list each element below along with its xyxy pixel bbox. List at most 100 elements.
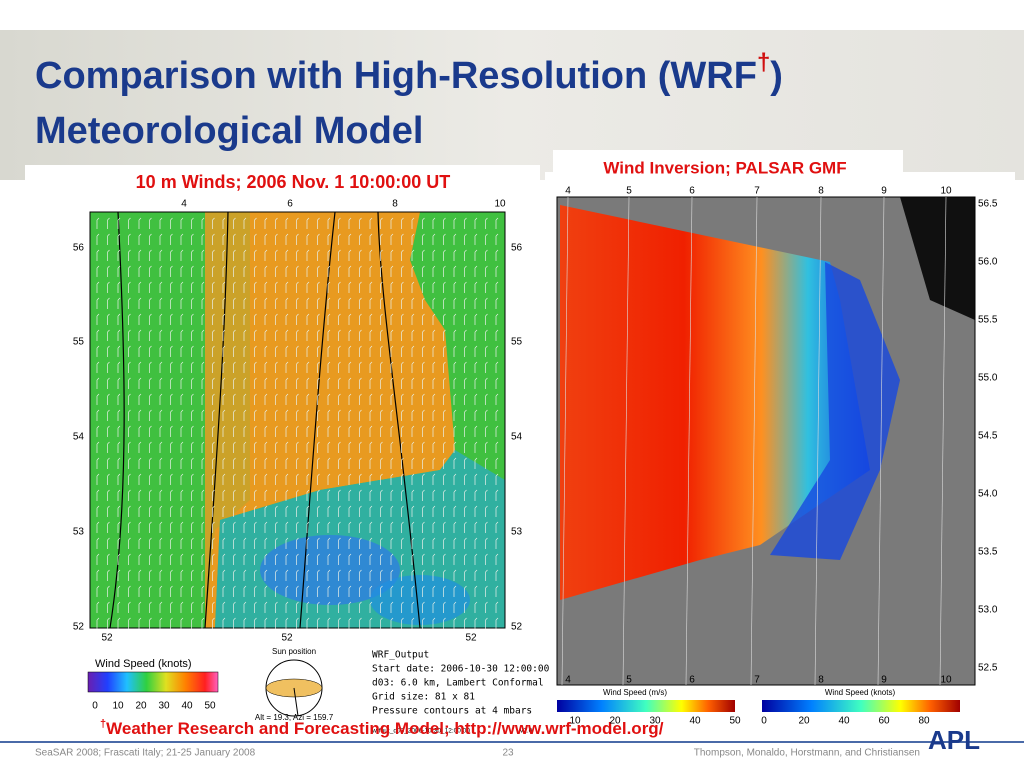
info-line: WRF_Output	[372, 650, 429, 661]
wind-barb	[474, 441, 478, 453]
wind-barb	[254, 569, 257, 581]
wind-barb	[432, 617, 436, 629]
wind-barb	[390, 281, 394, 293]
wind-barb	[306, 377, 310, 389]
wind-barb	[327, 489, 331, 501]
wind-barb	[149, 441, 152, 453]
wind-barb	[296, 377, 299, 389]
wind-barb	[212, 537, 215, 549]
legend-tick-label: 20	[135, 701, 147, 712]
graticule	[685, 196, 693, 686]
wind-barb	[138, 537, 142, 549]
wind-barb	[422, 553, 425, 565]
wind-barb	[149, 393, 152, 405]
wind-barb	[443, 425, 446, 437]
wind-barb	[212, 393, 215, 405]
wind-barb	[485, 505, 488, 517]
wind-barb	[432, 409, 436, 421]
wind-barb	[348, 217, 352, 229]
wind-barb	[380, 393, 383, 405]
wind-barb	[212, 377, 215, 389]
wind-barb	[96, 473, 100, 485]
wind-barb	[201, 425, 205, 437]
wind-barb	[107, 233, 110, 245]
wind-barb	[422, 249, 425, 261]
wind-barb	[212, 425, 215, 437]
wind-barb	[464, 297, 467, 309]
wind-barb	[170, 233, 173, 245]
wind-barb	[390, 313, 394, 325]
wind-barb	[338, 281, 341, 293]
wind-barb	[338, 217, 341, 229]
wind-barb	[432, 537, 436, 549]
wind-barb	[233, 377, 236, 389]
wind-barb	[222, 601, 226, 613]
wind-barb	[432, 217, 436, 229]
wind-barb	[495, 457, 499, 469]
wind-barb	[233, 505, 236, 517]
wind-barb	[191, 473, 194, 485]
wind-barb	[359, 441, 362, 453]
wind-barb	[149, 217, 152, 229]
wind-barb	[401, 361, 404, 373]
wind-barb	[422, 233, 425, 245]
wind-barb	[443, 457, 446, 469]
wind-barb	[222, 217, 226, 229]
wind-barb	[222, 233, 226, 245]
wind-barb	[422, 329, 425, 341]
wind-barb	[306, 473, 310, 485]
wind-barb	[317, 521, 320, 533]
wind-barb	[296, 521, 299, 533]
graticule	[814, 196, 822, 686]
wind-barb	[474, 521, 478, 533]
wind-barb	[138, 249, 142, 261]
wind-barb	[107, 249, 110, 261]
wind-barb	[233, 297, 236, 309]
wind-barb	[432, 473, 436, 485]
wind-barb	[359, 505, 362, 517]
wind-barb	[149, 617, 152, 629]
wind-barb	[233, 521, 236, 533]
wind-barb	[128, 233, 131, 245]
wind-barb	[359, 489, 362, 501]
wind-barb	[233, 617, 236, 629]
wind-barb	[348, 265, 352, 277]
wind-barb	[464, 329, 467, 341]
wind-barb	[275, 281, 278, 293]
wind-barb	[170, 505, 173, 517]
wind-barb	[474, 265, 478, 277]
wind-barb	[495, 409, 499, 421]
wind-barb	[180, 553, 184, 565]
wind-barb	[222, 409, 226, 421]
graticule	[877, 196, 885, 686]
wind-barb	[117, 505, 121, 517]
wind-barb	[159, 393, 163, 405]
wind-barb	[453, 441, 457, 453]
wind-barb	[96, 345, 100, 357]
wind-barb	[264, 233, 268, 245]
wind-barb	[380, 313, 383, 325]
wind-barb	[380, 409, 383, 421]
wind-barb	[464, 505, 467, 517]
wind-barb	[107, 601, 110, 613]
wind-barb	[296, 329, 299, 341]
wind-barb	[243, 361, 247, 373]
wind-barb	[327, 473, 331, 485]
wind-barb	[243, 313, 247, 325]
wind-barb	[138, 425, 142, 437]
wind-barb	[254, 265, 257, 277]
wind-barb	[369, 505, 373, 517]
wind-barb	[464, 569, 467, 581]
wind-barb	[201, 457, 205, 469]
wind-barb	[369, 441, 373, 453]
wind-barb	[180, 601, 184, 613]
wind-barb	[369, 265, 373, 277]
wind-barb	[285, 409, 289, 421]
wind-barb	[317, 233, 320, 245]
wind-barb	[348, 585, 352, 597]
wind-barb	[138, 457, 142, 469]
wind-barb	[296, 361, 299, 373]
wind-barb	[149, 553, 152, 565]
wind-barb	[390, 569, 394, 581]
wind-barb	[117, 345, 121, 357]
